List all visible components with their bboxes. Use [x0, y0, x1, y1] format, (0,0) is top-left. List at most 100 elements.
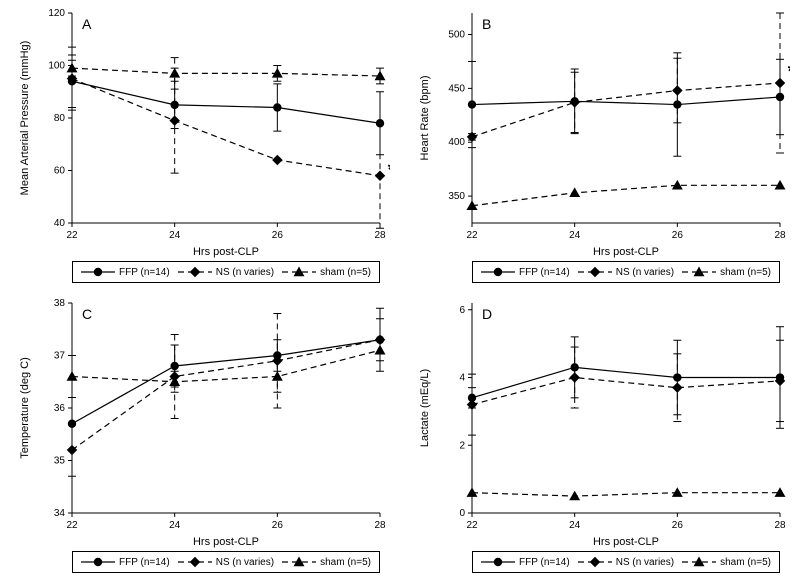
legend-item-NS: NS (n varies) — [578, 556, 674, 568]
legend-label: sham (n=5) — [720, 557, 771, 568]
legend-item-FFP: FFP (n=14) — [81, 556, 170, 568]
series-marker-NS — [67, 445, 78, 456]
svg-text:350: 350 — [448, 191, 465, 202]
chart-panel-C: 34 35 36 37 38 22 24 26 28 Temperature (deg C) Hrs… — [10, 295, 390, 555]
legend-label: NS (n varies) — [216, 267, 274, 278]
series-marker-sham — [375, 345, 386, 355]
series-marker-NS — [569, 372, 580, 383]
svg-text:28: 28 — [374, 230, 386, 241]
series-marker-FFP — [273, 103, 281, 111]
series-line-sham — [472, 185, 780, 205]
svg-text:34: 34 — [54, 508, 66, 519]
y-axis-label: Mean Arterial Pressure (mmHg) — [19, 41, 31, 196]
series-marker-NS — [375, 171, 386, 182]
annotation-star: * — [388, 160, 390, 180]
svg-text:6: 6 — [459, 305, 465, 316]
series-marker-NS — [569, 97, 580, 108]
svg-text:40: 40 — [54, 218, 66, 229]
series-marker-sham — [272, 371, 283, 381]
legend: FFP (n=14) NS (n varies) sham (n=5) — [72, 551, 380, 573]
legend-item-NS: NS (n varies) — [578, 266, 674, 278]
x-axis-label: Hrs post-CLP — [593, 536, 659, 548]
series-marker-sham — [569, 187, 580, 197]
legend-item-sham: sham (n=5) — [682, 556, 771, 568]
series-marker-sham — [67, 371, 78, 381]
legend-label: FFP (n=14) — [119, 267, 170, 278]
svg-text:22: 22 — [466, 520, 478, 531]
plot-svg: 35040045050022242628Heart Rate (bpm)Hrs … — [410, 5, 790, 265]
legend-label: sham (n=5) — [320, 267, 371, 278]
svg-text:26: 26 — [672, 520, 684, 531]
legend-item-sham: sham (n=5) — [682, 266, 771, 278]
svg-text:35: 35 — [54, 456, 66, 467]
svg-text:24: 24 — [569, 520, 581, 531]
svg-text:28: 28 — [774, 230, 786, 241]
legend-label: NS (n varies) — [616, 267, 674, 278]
svg-text:26: 26 — [272, 520, 284, 531]
legend-label: sham (n=5) — [320, 557, 371, 568]
svg-text:37: 37 — [54, 351, 66, 362]
svg-text:400: 400 — [448, 137, 465, 148]
series-marker-NS — [775, 78, 786, 89]
legend-label: FFP (n=14) — [519, 267, 570, 278]
series-marker-sham — [672, 487, 683, 497]
series-line-sham — [472, 493, 780, 496]
svg-text:450: 450 — [448, 83, 465, 94]
series-marker-sham — [672, 180, 683, 190]
plot-svg: 40608010012022242628Mean Arterial Pressu… — [10, 5, 390, 265]
x-axis-label: Hrs post-CLP — [593, 246, 659, 258]
legend: FFP (n=14) NS (n varies) sham (n=5) — [72, 261, 380, 283]
svg-text:500: 500 — [448, 30, 465, 41]
svg-text:28: 28 — [774, 520, 786, 531]
svg-text:38: 38 — [54, 298, 66, 309]
chart-panel-D: 024622242628Lactate (mEq/L)Hrs post-CLPD… — [410, 295, 790, 555]
panel-letter: B — [482, 16, 491, 32]
series-line-FFP — [72, 81, 380, 123]
annotation-star: * — [788, 62, 790, 82]
series-marker-FFP — [468, 100, 476, 108]
plot-svg: 024622242628Lactate (mEq/L)Hrs post-CLPD — [410, 295, 790, 555]
series-line-NS — [72, 340, 380, 450]
svg-text:24: 24 — [569, 230, 581, 241]
svg-text:26: 26 — [272, 230, 284, 241]
svg-text:22: 22 — [66, 230, 78, 241]
series-line-FFP — [72, 340, 380, 424]
series-marker-sham — [467, 487, 478, 497]
x-axis-label: Hrs post-CLP — [193, 246, 259, 258]
series-marker-sham — [775, 180, 786, 190]
legend-label: sham (n=5) — [720, 267, 771, 278]
legend-item-FFP: FFP (n=14) — [481, 556, 570, 568]
legend-label: FFP (n=14) — [519, 557, 570, 568]
series-marker-sham — [272, 68, 283, 78]
svg-text:2: 2 — [459, 440, 465, 451]
svg-text:36: 36 — [54, 403, 66, 414]
series-line-NS — [72, 79, 380, 176]
y-axis-label: Heart Rate (bpm) — [419, 76, 431, 161]
panel-letter: A — [82, 16, 92, 32]
series-marker-sham — [169, 68, 180, 78]
svg-text:24: 24 — [169, 520, 181, 531]
series-marker-NS — [272, 155, 283, 166]
legend: FFP (n=14) NS (n varies) sham (n=5) — [472, 261, 780, 283]
svg-text:28: 28 — [374, 520, 386, 531]
panel-letter: C — [82, 306, 92, 322]
series-marker-NS — [672, 85, 683, 96]
series-line-FFP — [472, 97, 780, 105]
legend-label: NS (n varies) — [616, 557, 674, 568]
y-axis-label: Temperature (deg C) — [19, 357, 31, 459]
legend: FFP (n=14) NS (n varies) sham (n=5) — [472, 551, 780, 573]
legend-item-NS: NS (n varies) — [178, 556, 274, 568]
series-line-FFP — [472, 367, 780, 397]
x-axis-label: Hrs post-CLP — [193, 536, 259, 548]
series-marker-sham — [67, 63, 78, 73]
series-marker-NS — [672, 382, 683, 393]
series-marker-NS — [169, 115, 180, 126]
panel-letter: D — [482, 306, 492, 322]
chart-panel-B: 35040045050022242628Heart Rate (bpm)Hrs … — [410, 5, 790, 265]
svg-text:120: 120 — [48, 8, 65, 19]
legend-item-NS: NS (n varies) — [178, 266, 274, 278]
svg-text:22: 22 — [66, 520, 78, 531]
series-marker-sham — [775, 487, 786, 497]
legend-item-sham: sham (n=5) — [282, 266, 371, 278]
y-axis-label: Lactate (mEq/L) — [419, 369, 431, 447]
